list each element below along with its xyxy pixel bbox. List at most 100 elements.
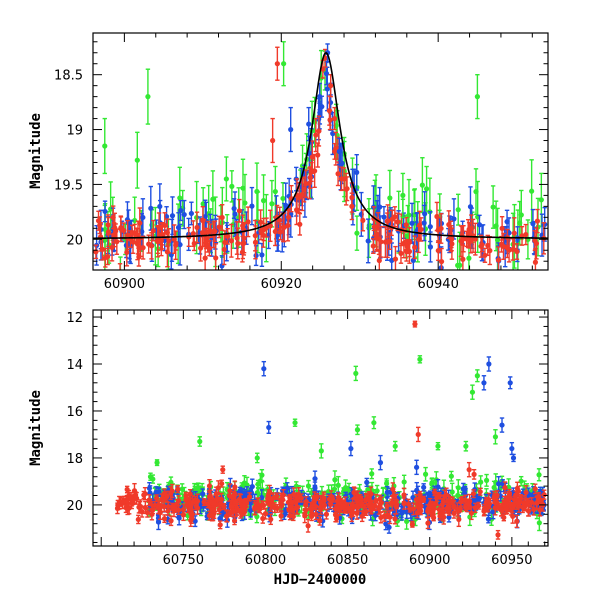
data-point-green	[281, 61, 287, 67]
data-point-red	[219, 214, 225, 221]
data-point-blue	[102, 208, 108, 215]
data-point-blue	[156, 489, 162, 495]
data-point-red	[435, 227, 441, 233]
data-point-red	[190, 230, 196, 237]
data-point-red	[412, 244, 418, 250]
data-point-red	[258, 228, 264, 234]
data-point-red	[262, 511, 269, 517]
data-point-green	[335, 482, 341, 488]
data-point-green	[332, 477, 338, 483]
data-point-blue	[157, 203, 163, 210]
data-point-red	[200, 218, 206, 224]
data-point-blue	[288, 126, 294, 133]
data-point-red	[216, 224, 222, 230]
data-point-blue	[317, 94, 323, 100]
data-point-red	[487, 248, 493, 254]
data-point-red	[133, 232, 140, 238]
data-point-red	[514, 248, 520, 255]
data-point-red	[225, 233, 231, 239]
data-point-green	[449, 489, 455, 495]
data-point-red	[274, 61, 280, 67]
data-point-blue	[460, 486, 466, 492]
y-tick-label: 18.5	[54, 69, 83, 84]
data-point-red	[425, 520, 431, 526]
data-point-red	[267, 223, 273, 229]
data-point-blue	[485, 516, 492, 522]
data-point-red	[95, 218, 102, 224]
data-point-red	[277, 229, 284, 235]
data-point-blue	[192, 518, 198, 524]
data-point-red	[511, 230, 517, 236]
data-point-red	[212, 228, 218, 234]
data-point-red	[335, 171, 341, 177]
data-point-red	[376, 257, 382, 264]
data-point-red	[349, 203, 355, 209]
data-point-green	[354, 230, 360, 236]
data-point-red	[392, 256, 399, 262]
data-point-green	[406, 212, 412, 218]
data-point-red	[532, 237, 538, 244]
data-point-blue	[372, 512, 379, 518]
data-point-blue	[430, 495, 436, 501]
data-point-red	[398, 250, 404, 256]
data-point-red	[158, 239, 164, 245]
data-point-blue	[365, 238, 371, 244]
data-point-red	[241, 235, 247, 241]
data-point-red	[99, 246, 105, 252]
data-point-blue	[249, 203, 255, 209]
data-point-red	[316, 128, 322, 134]
data-point-red	[140, 245, 146, 251]
data-point-blue	[490, 509, 496, 515]
data-point-blue	[280, 487, 286, 494]
data-point-red	[245, 219, 251, 225]
data-point-blue	[427, 224, 433, 230]
y-tick-label: 20	[66, 233, 83, 248]
data-point-blue	[312, 476, 318, 482]
data-point-red	[171, 236, 177, 242]
data-point-red	[191, 240, 197, 247]
data-point-green	[455, 207, 461, 213]
data-point-green	[455, 262, 461, 268]
data-point-green	[145, 94, 151, 100]
data-point-blue	[451, 216, 457, 222]
data-point-blue	[404, 509, 410, 515]
data-point-green	[369, 471, 375, 477]
data-point-red	[317, 518, 323, 524]
data-point-red	[460, 256, 466, 262]
data-point-blue	[386, 524, 392, 530]
y-tick-label: 19.5	[54, 178, 83, 193]
data-point-red	[164, 249, 170, 255]
data-point-green	[269, 201, 275, 207]
data-point-red	[278, 513, 284, 519]
bottom-panel-points	[114, 320, 547, 540]
x-tick-label: 60920	[261, 277, 302, 292]
data-point-green	[102, 143, 108, 149]
data-point-red	[385, 218, 391, 224]
data-point-green	[423, 186, 430, 192]
data-point-green	[177, 195, 183, 201]
x-tick-label: 60900	[104, 277, 145, 292]
data-point-green	[272, 188, 278, 195]
data-point-blue	[231, 205, 237, 212]
data-point-red	[401, 240, 407, 246]
top-panel-ylabel: Magnitude	[28, 113, 44, 189]
data-point-blue	[476, 222, 483, 228]
data-point-blue	[217, 515, 223, 522]
data-point-green	[536, 472, 542, 478]
data-point-blue	[175, 224, 182, 231]
data-point-blue	[181, 211, 187, 218]
data-point-green	[134, 157, 140, 163]
data-point-blue	[140, 214, 146, 221]
data-point-red	[328, 83, 334, 89]
data-point-red	[113, 228, 119, 234]
data-point-red	[449, 241, 455, 247]
data-point-green	[179, 486, 185, 492]
data-point-blue	[324, 50, 331, 56]
data-point-red	[297, 221, 303, 227]
data-point-blue	[232, 211, 238, 217]
data-point-red	[333, 146, 339, 152]
data-point-green	[478, 479, 484, 485]
data-point-green	[529, 188, 535, 194]
